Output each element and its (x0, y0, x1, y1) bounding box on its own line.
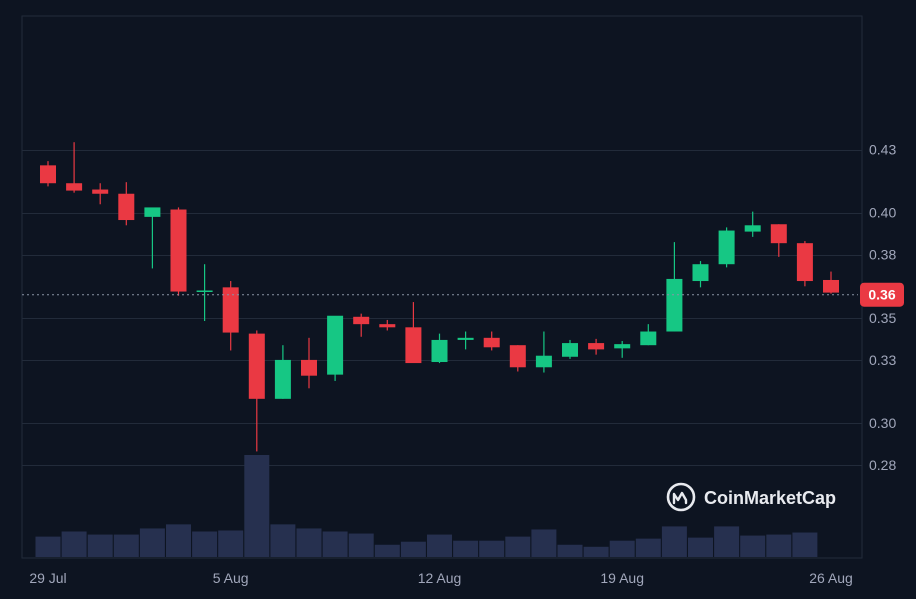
volume-bar (139, 528, 165, 557)
volume-bar (296, 528, 322, 557)
volume-bar (218, 530, 244, 557)
candle-body-down (509, 345, 526, 368)
candle-body-down (92, 189, 109, 194)
volume-bar (348, 533, 374, 557)
coinmarketcap-logo-icon (666, 482, 696, 512)
candle-body-down (248, 333, 265, 399)
last-price-tag: 0.36 (860, 282, 904, 307)
volume-bar (792, 532, 818, 557)
x-tick-label: 19 Aug (600, 570, 644, 586)
volume-bar (766, 534, 792, 557)
price-candles (40, 142, 839, 452)
volume-bar (714, 526, 740, 557)
volume-bar (479, 540, 505, 557)
candle-body-up (666, 278, 683, 332)
y-tick-label: 0.33 (869, 352, 896, 368)
volume-bar (609, 540, 635, 557)
candle-body-down (301, 359, 317, 376)
candle-body-down (170, 209, 187, 292)
candle-body-up (718, 230, 735, 265)
candle-body-down (118, 193, 135, 221)
volume-bar (322, 531, 348, 557)
last-price-tag-box (860, 282, 904, 307)
volume-bar (374, 544, 400, 557)
volume-bar (400, 541, 426, 557)
volume-bar (688, 537, 713, 557)
volume-bar (505, 536, 531, 557)
candle-body-down (483, 337, 500, 348)
candle-body-up (535, 355, 552, 368)
volume-bar (557, 544, 583, 557)
volume-bar (583, 546, 609, 557)
candle-body-up (562, 343, 578, 357)
volume-bar (244, 455, 270, 557)
candle-body-up (692, 264, 709, 282)
candle-body-up (327, 315, 344, 375)
x-tick-label: 26 Aug (809, 570, 853, 586)
candle-body-down (770, 224, 787, 244)
y-tick-label: 0.40 (869, 205, 896, 221)
volume-bar (270, 524, 296, 557)
axis-labels: 0.28 0.30 0.33 0.35 0.38 0.40 0.43 29 Jul 5 Aug 1… (29, 142, 896, 586)
candle-body-down (796, 243, 813, 282)
candle-body-down (353, 316, 370, 325)
candle-body-down (222, 287, 239, 333)
volume-bar (113, 534, 139, 557)
volume-bar (453, 540, 479, 557)
x-tick-label: 5 Aug (213, 570, 249, 586)
candle-body-up (274, 359, 291, 399)
volume-bar (661, 526, 687, 557)
candle-body-down (588, 343, 605, 350)
candle-body-down (379, 324, 396, 328)
volume-bar (61, 531, 87, 557)
last-price-tag-label: 0.36 (868, 287, 895, 303)
volume-bar (427, 534, 452, 557)
x-tick-label: 29 Jul (29, 570, 66, 586)
candle-body-up (744, 225, 761, 232)
volume-bar (531, 529, 557, 557)
y-tick-label: 0.28 (869, 457, 896, 473)
volume-bar (740, 535, 766, 557)
volume-bar (87, 534, 113, 557)
y-tick-label: 0.30 (869, 415, 896, 431)
volume-bar (166, 524, 191, 557)
candle-body-up (640, 331, 657, 346)
volume-bars (35, 455, 818, 557)
volume-bar (635, 538, 661, 557)
candle-body-up (431, 339, 448, 363)
candle-body-down (66, 183, 83, 191)
candle-body-up (196, 290, 213, 292)
brand-name: CoinMarketCap (704, 488, 836, 508)
x-tick-label: 12 Aug (418, 570, 462, 586)
candle-body-down (405, 327, 422, 364)
y-tick-label: 0.38 (869, 247, 896, 263)
candle-body-up (144, 207, 161, 217)
candle-body-down (40, 165, 56, 184)
brand-watermark: CoinMarketCap (666, 482, 836, 512)
candle-body-up (457, 337, 474, 340)
y-tick-label: 0.35 (869, 310, 896, 326)
y-tick-label: 0.43 (869, 142, 896, 158)
volume-bar (192, 531, 218, 557)
volume-bar (35, 536, 61, 557)
candle-body-down (823, 279, 839, 293)
candle-body-up (614, 344, 631, 349)
